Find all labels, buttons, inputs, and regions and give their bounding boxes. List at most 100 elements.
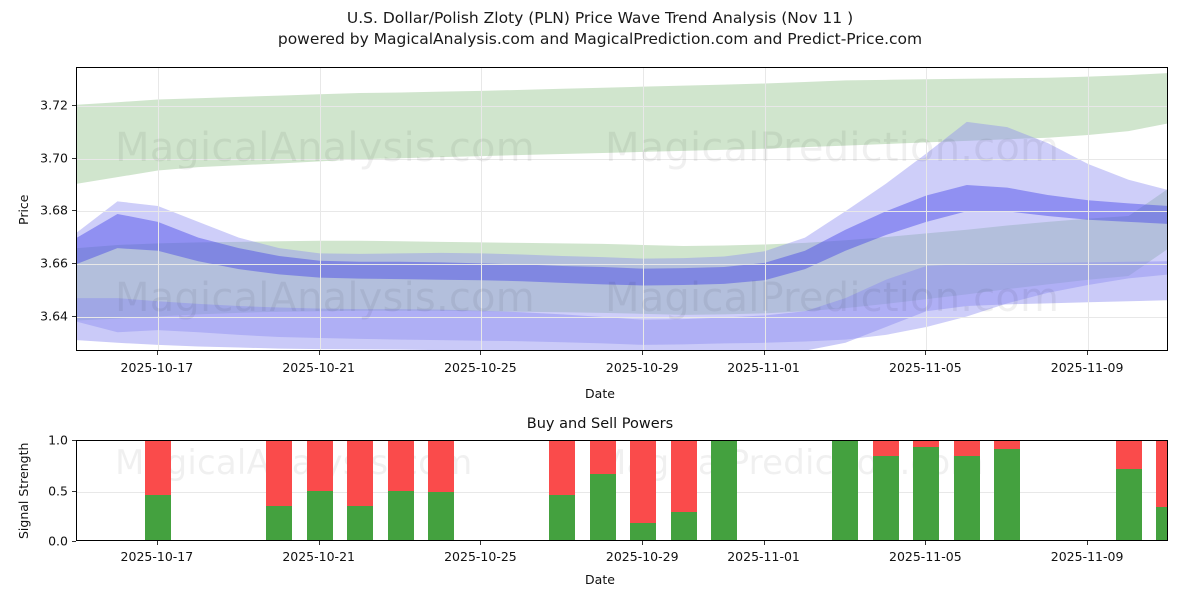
signal-chart-y-axis-ticks: 0.0 0.5 1.0: [4, 433, 76, 549]
upper-green-resistance-band: [77, 73, 1167, 184]
signal-bar: [306, 441, 333, 540]
price-chart-y-axis-label: Price: [16, 194, 31, 225]
gridline-horizontal: [77, 316, 1167, 318]
x-axis-tickmark: [156, 351, 158, 355]
x-axis-tick-label: 2025-10-29: [605, 360, 679, 375]
price-wave-bands: [77, 73, 1167, 350]
signal-bar-buy-segment: [953, 455, 980, 540]
y-axis-tick-label: 3.68: [40, 202, 68, 218]
y-axis-tickmark: [72, 262, 76, 264]
gridline-vertical: [319, 68, 321, 350]
x-axis-tick-label: 2025-10-25: [444, 360, 517, 375]
x-axis-tickmark: [925, 351, 927, 355]
gridline-vertical: [157, 68, 159, 350]
y-axis-tickmark: [72, 157, 76, 159]
x-axis-tick-label: 2025-10-17: [120, 360, 194, 375]
signal-bar-buy-segment: [387, 490, 414, 540]
signal-bar-buy-segment: [549, 495, 576, 540]
signal-bar: [1115, 441, 1142, 540]
signal-bar-sell-segment: [670, 441, 697, 513]
signal-bar: [994, 441, 1021, 540]
x-axis-tickmark: [1087, 541, 1089, 545]
signal-bar-sell-segment: [387, 441, 414, 491]
signal-chart-y-axis-label: Signal Strength: [16, 442, 31, 539]
signal-bar-buy-segment: [913, 446, 940, 540]
signal-bar: [428, 441, 454, 540]
x-axis-tickmark: [642, 351, 644, 355]
gridline-vertical: [926, 68, 928, 350]
signal-bar-sell-segment: [630, 441, 657, 524]
y-axis-tick-label: 3.70: [40, 150, 68, 166]
blue-wave-outer-band: [77, 121, 1167, 345]
gridline-vertical: [1088, 68, 1090, 350]
signal-bar-sell-segment: [1156, 441, 1167, 508]
y-axis-tick-label: 3.66: [40, 255, 68, 271]
price-chart-x-tickmarks: [0, 351, 1200, 356]
signal-bar-sell-segment: [872, 441, 899, 456]
signal-bar: [872, 441, 899, 540]
y-axis-tick-label: 3.64: [40, 308, 68, 323]
signal-bar-buy-segment: [872, 455, 899, 540]
x-axis-tick-label: 2025-11-01: [727, 360, 800, 375]
gridline-horizontal: [77, 106, 1167, 108]
x-axis-tickmark: [480, 541, 482, 545]
x-axis-tickmark: [925, 541, 927, 545]
gridline-vertical: [481, 68, 483, 350]
signal-bar-sell-segment: [1115, 441, 1142, 469]
price-chart-x-axis-label: Date: [585, 386, 615, 401]
signal-bar: [832, 441, 859, 540]
signal-chart-x-axis-ticks: 2025-10-17 2025-10-21 2025-10-25 2025-10-29…: [0, 549, 1200, 567]
y-axis-tick-label: 0.5: [48, 483, 68, 498]
signal-bar: [1156, 441, 1167, 540]
x-axis-tick-label: 2025-11-05: [889, 360, 962, 375]
x-axis-tickmark: [318, 351, 320, 355]
blue-lower-trend-band: [77, 261, 1167, 350]
signal-bar: [387, 441, 414, 540]
y-axis-tickmark: [72, 315, 76, 317]
price-chart-plot-area: MagicalAnalysis.comMagicalPrediction.com…: [76, 67, 1168, 351]
x-axis-tickmark: [318, 541, 320, 545]
x-axis-tick-label: 2025-11-05: [889, 549, 962, 564]
x-axis-tick-label: 2025-10-17: [120, 549, 194, 564]
y-axis-tickmark: [72, 541, 76, 542]
x-axis-tick-label: 2025-10-29: [605, 549, 679, 564]
y-axis-tick-label: 0.0: [48, 533, 68, 549]
gridline-horizontal: [77, 491, 1167, 493]
x-axis-tickmark: [763, 351, 765, 355]
price-chart-x-axis-ticks: 2025-10-17 2025-10-21 2025-10-25 2025-10-29…: [0, 360, 1200, 378]
x-axis-tickmark: [480, 351, 482, 355]
y-axis-tick-label: 1.0: [48, 432, 68, 448]
signal-bar-buy-segment: [711, 441, 738, 540]
x-axis-tickmark: [1087, 351, 1089, 355]
signal-bar-buy-segment: [630, 523, 657, 540]
x-axis-tickmark: [156, 541, 158, 545]
blue-wave-core-band: [77, 185, 1167, 286]
signal-bar-sell-segment: [953, 441, 980, 456]
signal-bar: [589, 441, 616, 540]
signal-bar-sell-segment: [994, 441, 1021, 449]
signal-bar-sell-segment: [266, 441, 293, 507]
y-axis-tickmark: [72, 440, 76, 441]
signal-bar-buy-segment: [306, 490, 333, 540]
price-chart-y-axis-ticks: 3.64 3.66 3.68 3.70 3.72: [4, 67, 76, 351]
signal-bar-buy-segment: [832, 441, 859, 540]
signal-bar: [347, 441, 374, 540]
signal-bar-buy-segment: [428, 491, 454, 540]
signal-bar-buy-segment: [266, 506, 293, 540]
signal-bar-sell-segment: [428, 441, 454, 492]
signal-chart-plot-area: MagicalAnalysis.com MagicalPrediction.com: [76, 440, 1168, 541]
x-axis-tickmark: [642, 541, 644, 545]
y-axis-tickmark: [72, 105, 76, 107]
gridline-horizontal: [77, 263, 1167, 265]
signal-chart-x-tickmarks: [0, 541, 1200, 546]
signal-bar-sell-segment: [306, 441, 333, 491]
signal-bar: [953, 441, 980, 540]
chart-title-block: U.S. Dollar/Polish Zloty (PLN) Price Wav…: [0, 8, 1200, 50]
signal-bar-buy-segment: [994, 448, 1021, 540]
signal-bar: [670, 441, 697, 540]
signal-bar: [549, 441, 576, 540]
signal-bar-buy-segment: [1156, 507, 1167, 540]
x-axis-tick-label: 2025-10-21: [282, 360, 355, 375]
y-axis-tick-label: 3.72: [40, 97, 68, 113]
page-title: U.S. Dollar/Polish Zloty (PLN) Price Wav…: [346, 9, 854, 27]
